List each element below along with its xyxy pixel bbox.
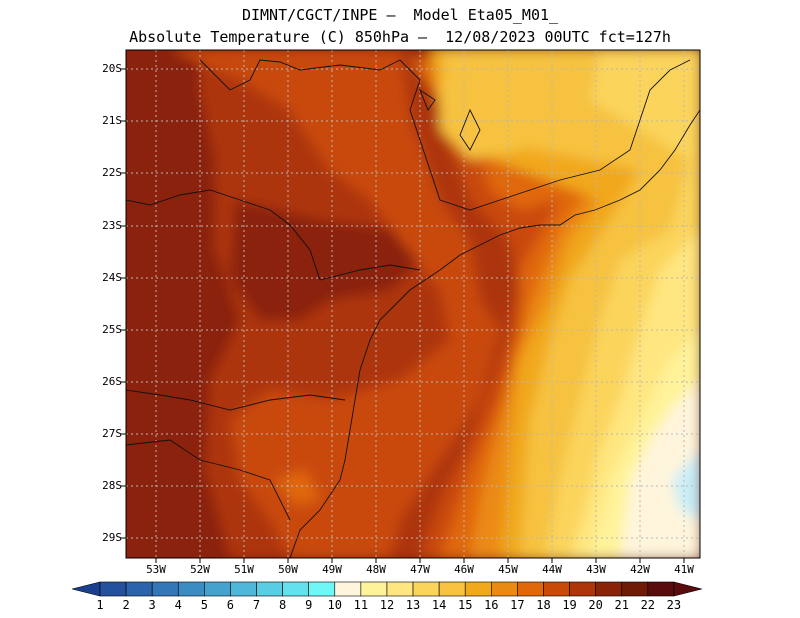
colorbar-label: 13: [405, 598, 421, 612]
colorbar-swatch: [204, 581, 231, 597]
lon-label: 53W: [146, 563, 166, 576]
lat-label: 24S: [102, 271, 122, 284]
colorbar-arrow-right: [673, 581, 702, 597]
colorbar-label: 11: [353, 598, 369, 612]
lon-label: 50W: [278, 563, 298, 576]
colorbar-label: 16: [484, 598, 499, 612]
lon-label: 49W: [322, 563, 342, 576]
colorbar-swatch: [334, 581, 362, 597]
temperature-field: [126, 50, 700, 558]
colorbar-swatch: [569, 581, 596, 597]
colorbar-swatch: [621, 581, 649, 597]
colorbar-label: 23: [666, 598, 682, 612]
lon-label: 48W: [366, 563, 386, 576]
colorbar-label: 5: [200, 598, 208, 612]
lon-label: 44W: [542, 563, 562, 576]
colorbar-label: 4: [174, 598, 182, 612]
colorbar-swatch: [543, 581, 570, 597]
colorbar-label: 19: [562, 598, 577, 612]
colorbar-swatch: [647, 581, 675, 597]
colorbar-swatch: [464, 581, 492, 597]
colorbar-swatch: [177, 581, 205, 597]
colorbar-label: 10: [327, 598, 342, 612]
colorbar-label: 18: [536, 598, 551, 612]
lon-label: 43W: [586, 563, 606, 576]
lat-label: 27S: [102, 427, 122, 440]
colorbar-label: 22: [640, 598, 656, 612]
colorbar-swatch: [412, 581, 440, 597]
colorbar-swatch: [99, 581, 127, 597]
graticule: [126, 50, 700, 558]
colorbar-swatch: [517, 581, 544, 597]
colorbar: [71, 581, 702, 597]
title-line-1: DIMNT/CGCT/INPE — Model Eta05_M01_: [241, 6, 559, 24]
colorbar-label: 15: [457, 598, 473, 612]
coastline-borders: [126, 59, 700, 558]
colorbar-swatch: [491, 581, 518, 597]
colorbar-swatch: [151, 581, 179, 597]
colorbar-label: 9: [305, 598, 313, 612]
lat-label: 25S: [102, 323, 122, 336]
lon-label: 41W: [674, 563, 694, 576]
colorbar-label: 14: [431, 598, 447, 612]
colorbar-label: 3: [148, 598, 156, 612]
colorbar-swatch: [386, 581, 414, 597]
colorbar-label: 7: [252, 598, 261, 612]
lon-label: 51W: [234, 563, 254, 576]
colorbar-label: 12: [379, 598, 395, 612]
colorbar-swatch: [282, 581, 309, 597]
colorbar-label: 8: [278, 598, 287, 612]
lon-label: 52W: [190, 563, 210, 576]
colorbar-swatch: [595, 581, 623, 597]
colorbar-swatch: [308, 581, 336, 597]
colorbar-swatch: [256, 581, 283, 597]
lon-label: 47W: [410, 563, 430, 576]
lon-label: 42W: [630, 563, 650, 576]
lat-label: 21S: [102, 114, 122, 127]
map-frame: [125, 49, 701, 559]
lat-label: 28S: [102, 479, 122, 492]
colorbar-swatch: [230, 581, 257, 597]
lon-label: 46W: [454, 563, 474, 576]
lat-label: 20S: [102, 62, 122, 75]
lon-label: 45W: [498, 563, 518, 576]
lat-label: 29S: [102, 531, 122, 544]
colorbar-label: 2: [122, 598, 130, 612]
lat-label: 26S: [102, 375, 122, 388]
colorbar-arrow-left: [71, 581, 101, 597]
colorbar-swatch: [125, 581, 153, 597]
axis-ticks: [121, 68, 685, 563]
colorbar-swatch: [360, 581, 388, 597]
lat-label: 23S: [102, 219, 122, 232]
lat-label: 22S: [102, 166, 122, 179]
colorbar-swatch: [438, 581, 466, 597]
colorbar-label: 21: [614, 598, 629, 612]
colorbar-label: 1: [96, 598, 104, 612]
colorbar-label: 17: [510, 598, 525, 612]
title-line-2: Absolute Temperature (C) 850hPa — 12/08/…: [129, 28, 671, 46]
colorbar-label: 20: [588, 598, 603, 612]
colorbar-label: 6: [226, 598, 235, 612]
